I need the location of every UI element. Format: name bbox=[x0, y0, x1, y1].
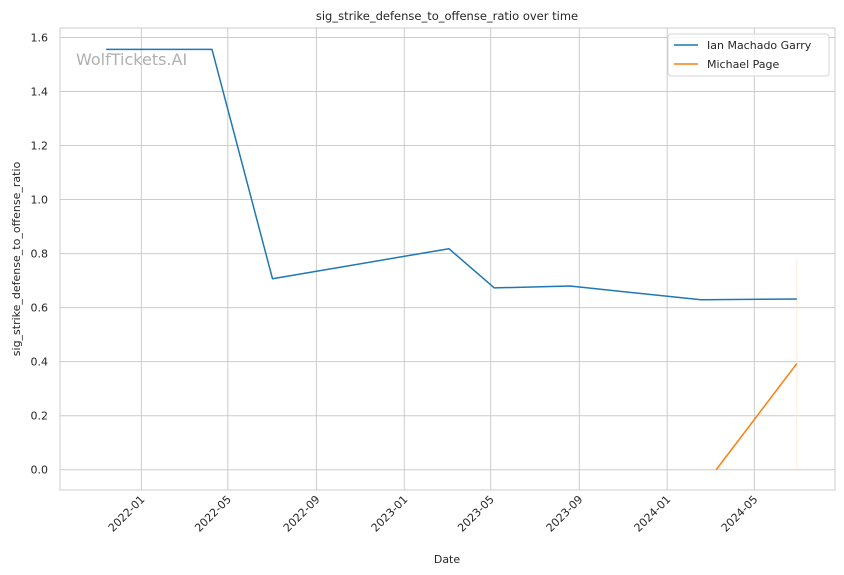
y-tick-label: 1.4 bbox=[31, 85, 49, 98]
x-axis-label: Date bbox=[434, 553, 461, 566]
x-tick-label: 2023-09 bbox=[544, 493, 586, 535]
legend-entry-michael-page: Michael Page bbox=[707, 58, 779, 71]
chart-title: sig_strike_defense_to_offense_ratio over… bbox=[316, 9, 578, 23]
series-line-michael-page bbox=[715, 363, 798, 471]
y-gridlines bbox=[60, 36, 835, 471]
x-tick-label: 2023-05 bbox=[455, 493, 497, 535]
y-tick-label: 0.4 bbox=[31, 356, 49, 369]
y-tick-label: 0.0 bbox=[31, 464, 49, 477]
y-tick-label: 1.6 bbox=[31, 31, 49, 44]
plot-area bbox=[59, 27, 836, 491]
x-tick-label: 2022-09 bbox=[281, 493, 323, 535]
x-tick-label: 2024-01 bbox=[632, 493, 674, 535]
x-tick-label: 2022-01 bbox=[106, 493, 148, 535]
legend-box bbox=[667, 33, 830, 77]
y-tick-label: 1.0 bbox=[31, 194, 49, 207]
watermark: WolfTickets.AI bbox=[76, 50, 187, 69]
y-tick-labels: 0.0 0.2 0.4 0.6 0.8 1.0 1.2 1.4 1.6 bbox=[31, 31, 49, 476]
y-axis-label: sig_strike_defense_to_offense_ratio bbox=[10, 162, 23, 357]
y-tick-label: 0.8 bbox=[31, 248, 49, 261]
legend: Ian Machado Garry Michael Page bbox=[667, 33, 830, 77]
x-tick-label: 2023-01 bbox=[369, 493, 411, 535]
x-tick-labels: 2022-01 2022-05 2022-09 2023-01 2023-05 2023-… bbox=[106, 493, 761, 535]
y-tick-label: 0.2 bbox=[31, 410, 49, 423]
y-tick-label: 0.6 bbox=[31, 302, 49, 315]
x-tick-label: 2024-05 bbox=[719, 493, 761, 535]
x-tick-label: 2022-05 bbox=[192, 493, 234, 535]
series-lines bbox=[106, 48, 798, 471]
legend-entry-ian-machado-garry: Ian Machado Garry bbox=[707, 39, 812, 52]
y-tick-label: 1.2 bbox=[31, 140, 49, 153]
x-gridlines bbox=[140, 28, 755, 490]
series-line-ian-machado-garry bbox=[106, 48, 797, 301]
